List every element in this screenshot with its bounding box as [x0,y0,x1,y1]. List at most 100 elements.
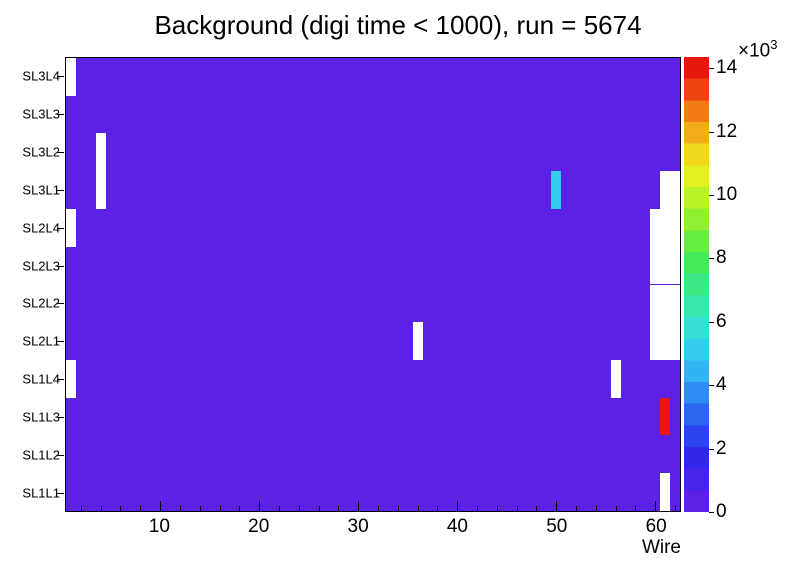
x-axis-minor-tick [437,506,439,511]
x-axis-tick-label: 30 [347,516,369,537]
y-axis-tick [57,417,64,419]
y-axis-tick-label: SL1L3 [22,409,60,425]
y-axis-tick-label: SL2L2 [22,295,60,311]
heatmap-cell-empty [66,208,76,247]
heatmap-cell-empty [660,171,680,209]
heatmap-cell-empty [650,208,680,247]
y-axis-tick [57,341,64,343]
colorbar-tick [709,385,714,387]
x-axis-tick-label: 20 [248,516,270,537]
x-axis-minor-tick [635,506,637,511]
colorbar-tick [709,321,714,323]
y-axis-tick [57,379,64,381]
x-axis-minor-tick [377,506,379,511]
heatmap-cell-hot [551,171,562,209]
x-axis-tick [160,501,162,511]
x-axis-minor-tick [140,506,142,511]
x-axis-minor-tick [675,506,677,511]
y-axis-tick-label: SL1L4 [22,371,60,387]
x-axis-minor-tick [278,506,280,511]
colorbar-tick [709,194,714,196]
y-axis-tick-label: SL1L2 [22,447,60,463]
x-axis-minor-tick [576,506,578,511]
x-axis-minor-tick [595,506,597,511]
x-axis-tick [259,501,261,511]
x-axis-minor-tick [536,506,538,511]
y-axis-tick-label: SL1L1 [22,485,60,501]
colorbar-tick-label: 4 [716,374,727,396]
heatmap-cell-empty [650,246,680,285]
y-axis-tick-label: SL3L3 [22,106,60,122]
x-axis-minor-tick [417,506,419,511]
heatmap-cell-empty [95,133,106,172]
exponent-base: ×10 [738,40,771,62]
x-axis-minor-tick [219,506,221,511]
colorbar-tick [709,68,714,70]
colorbar-tick-label: 2 [716,437,727,459]
x-axis-tick [655,501,657,511]
colorbar [684,57,709,512]
x-axis-minor-tick [239,506,241,511]
colorbar-tick [709,131,714,133]
y-axis-tick [57,493,64,495]
colorbar-tick [709,448,714,450]
y-axis-tick-label: SL3L4 [22,68,60,84]
x-axis-tick-label: 10 [148,516,170,537]
x-axis-minor-tick [80,506,82,511]
colorbar-tick-label: 12 [716,120,738,142]
x-axis-minor-tick [338,506,340,511]
colorbar-tick-label: 10 [716,183,738,205]
x-axis-minor-tick [318,506,320,511]
heatmap-cell-empty [610,359,621,398]
y-axis-tick-label: SL2L3 [22,258,60,274]
x-axis-tick-label: 60 [645,516,667,537]
x-axis-tick-label: 50 [546,516,568,537]
colorbar-tick [709,258,714,260]
colorbar-tick-label: 0 [716,501,727,522]
y-axis-tick [57,265,64,267]
heatmap-cell-empty [95,171,106,209]
y-axis-tick-label: SL3L2 [22,144,60,160]
y-axis-tick-label: SL2L1 [22,333,60,349]
x-axis-minor-tick [496,506,498,511]
x-axis-tick [358,501,360,511]
heatmap-cell-empty [650,322,680,360]
y-axis-tick [57,455,64,457]
x-axis-minor-tick [179,506,181,511]
colorbar-tick-label: 8 [716,247,727,269]
y-axis-tick [57,151,64,153]
heatmap-cell-empty [66,58,76,96]
x-axis-minor-tick [298,506,300,511]
heatmap-plot [65,57,681,512]
heatmap-cell-hot [660,397,671,436]
colorbar-tick [709,512,714,513]
colorbar-exponent: ×103 [738,37,777,62]
x-axis-minor-tick [199,506,201,511]
x-axis-minor-tick [615,506,617,511]
heatmap-cell-empty [660,473,671,511]
x-axis-minor-tick [120,506,122,511]
x-axis-title: Wire [641,537,681,558]
y-axis-tick [57,189,64,191]
exponent-power: 3 [770,37,778,52]
y-axis-tick [57,303,64,305]
y-axis-tick [57,227,64,229]
y-axis-tick [57,75,64,77]
x-axis-tick-label: 40 [446,516,469,537]
y-axis-tick-label: SL3L1 [22,182,60,198]
x-axis-minor-tick [516,506,518,511]
heatmap-cell-empty [412,322,423,360]
y-axis-tick-label: SL2L4 [22,220,60,236]
x-axis-minor-tick [100,506,102,511]
x-axis-minor-tick [476,506,478,511]
x-axis-tick [457,501,459,511]
heatmap-cell-empty [66,359,76,398]
plot-title: Background (digi time < 1000), run = 567… [154,10,642,40]
x-axis-tick [556,501,558,511]
x-axis-minor-tick [397,506,399,511]
heatmap-cell-empty [650,284,680,323]
colorbar-tick-label: 6 [716,310,727,332]
y-axis-tick [57,113,64,115]
colorbar-tick-label: 14 [716,57,738,79]
